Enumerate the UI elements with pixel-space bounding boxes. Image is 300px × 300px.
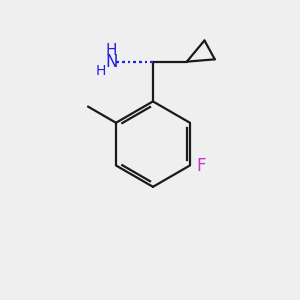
Text: F: F bbox=[196, 157, 206, 175]
Text: H: H bbox=[106, 43, 118, 58]
Text: N: N bbox=[106, 53, 118, 71]
Text: H: H bbox=[96, 64, 106, 78]
